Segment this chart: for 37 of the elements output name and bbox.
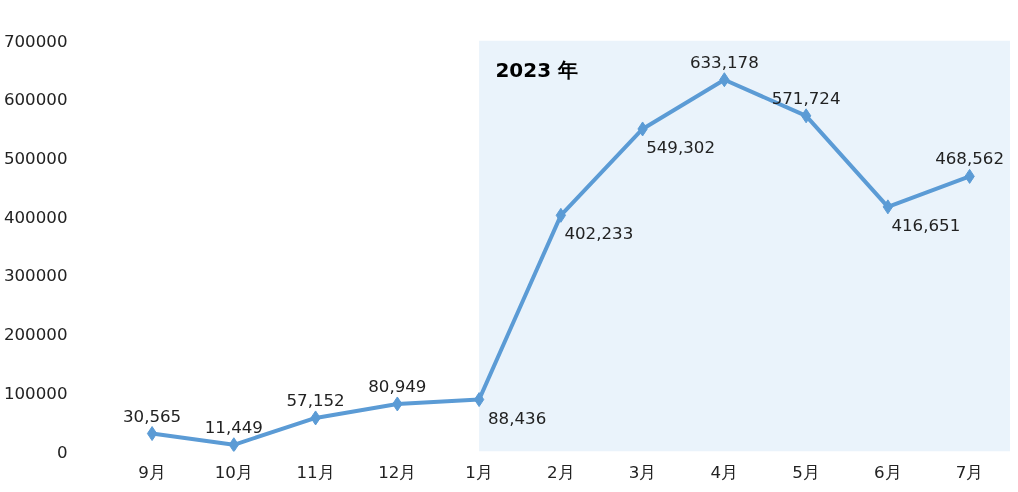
y-tick-label: 600000 bbox=[3, 90, 68, 110]
y-tick-label: 100000 bbox=[3, 383, 68, 403]
y-tick-label: 200000 bbox=[3, 325, 68, 345]
point bbox=[800, 108, 812, 124]
x-tick-label: 11月 bbox=[296, 462, 335, 482]
x-tick-label: 3月 bbox=[628, 462, 657, 482]
data-label: 57,152 bbox=[286, 390, 345, 410]
point bbox=[882, 199, 894, 215]
data-label: 416,651 bbox=[891, 215, 961, 235]
point bbox=[228, 437, 239, 452]
x-tick-label: 4月 bbox=[710, 462, 739, 482]
data-label: 571,724 bbox=[771, 88, 841, 108]
x-tick-label: 1月 bbox=[465, 462, 493, 482]
x-tick-label: 10月 bbox=[214, 462, 253, 482]
x-tick-label: 2月 bbox=[547, 462, 575, 482]
x-tick-label: 7月 bbox=[955, 462, 984, 482]
data-label: 468,562 bbox=[935, 149, 1005, 169]
band-label: 2023 年 bbox=[495, 57, 579, 82]
x-tick-label: 12月 bbox=[378, 462, 417, 482]
y-tick-label: 500000 bbox=[3, 148, 68, 168]
data-label: 80,949 bbox=[368, 376, 427, 396]
data-label: 88,436 bbox=[487, 408, 547, 428]
y-tick-label: 0 bbox=[56, 442, 68, 462]
x-tick-label: 6月 bbox=[874, 462, 902, 482]
point bbox=[555, 207, 567, 223]
y-tick-label: 400000 bbox=[3, 207, 68, 227]
x-tick-label: 9月 bbox=[138, 462, 166, 482]
data-label: 549,302 bbox=[646, 137, 716, 157]
point bbox=[146, 426, 158, 442]
y-tick-label: 700000 bbox=[3, 31, 68, 51]
y-tick-label: 300000 bbox=[3, 266, 68, 286]
data-label: 11,449 bbox=[204, 417, 263, 437]
x-tick-label: 5月 bbox=[792, 462, 820, 482]
point bbox=[473, 392, 485, 408]
data-label: 30,565 bbox=[122, 406, 182, 426]
data-label: 402,233 bbox=[564, 224, 634, 244]
data-label: 633,178 bbox=[689, 52, 759, 72]
